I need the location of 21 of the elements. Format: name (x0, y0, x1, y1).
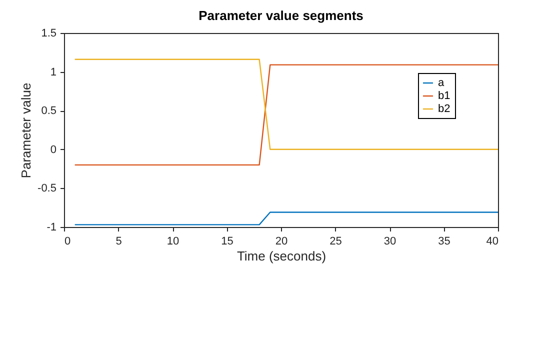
x-tick-label: 15 (221, 236, 234, 248)
y-tick-label: 1.5 (41, 28, 56, 40)
y-axis-title: Parameter value (18, 82, 34, 178)
x-tick-label: 10 (166, 236, 180, 248)
legend-label: a (438, 77, 445, 89)
x-axis-title: Time (seconds) (236, 248, 326, 264)
chart-title: Parameter value segments (198, 8, 364, 23)
x-tick-label: 35 (438, 236, 450, 248)
x-tick-label: 20 (275, 236, 288, 248)
y-tick-label: 1 (50, 66, 56, 78)
y-tick-label: -0.5 (38, 182, 56, 195)
legend-label: b2 (438, 103, 450, 115)
x-tick-label: 25 (330, 236, 342, 248)
x-tick-label: 0 (64, 236, 71, 248)
y-tick-label: 0 (50, 144, 56, 156)
y-tick-label: 0.5 (41, 105, 56, 118)
x-tick-label: 40 (486, 236, 498, 248)
x-tick-label: 30 (384, 236, 396, 248)
legend-label: b1 (438, 90, 450, 102)
x-tick-label: 5 (116, 236, 122, 248)
y-tick-label: -1 (46, 222, 56, 234)
